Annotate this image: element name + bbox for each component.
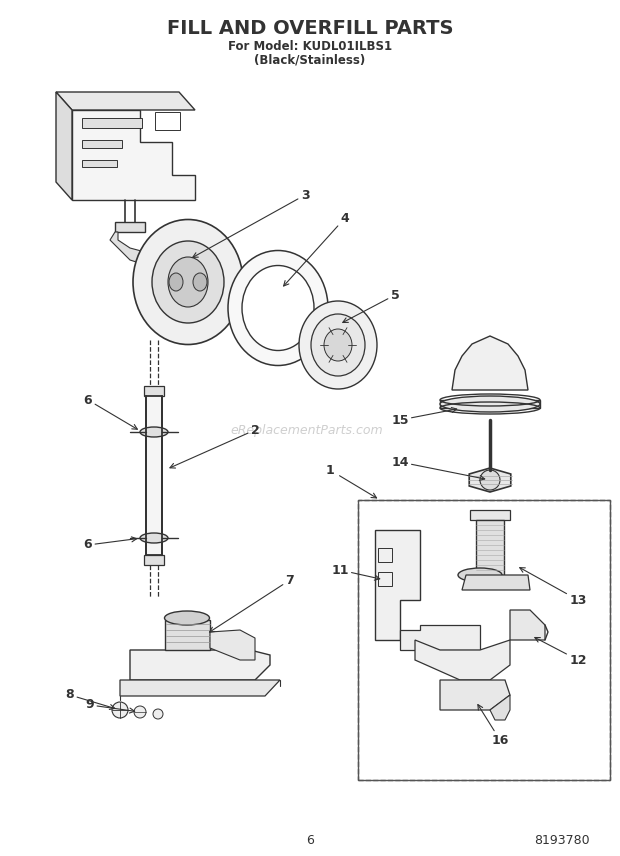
Ellipse shape xyxy=(193,273,207,291)
Polygon shape xyxy=(72,110,195,200)
Text: 16: 16 xyxy=(478,704,508,746)
Ellipse shape xyxy=(140,533,168,543)
Ellipse shape xyxy=(164,611,210,625)
Bar xyxy=(155,112,180,130)
Ellipse shape xyxy=(324,329,352,361)
Polygon shape xyxy=(375,530,420,640)
Polygon shape xyxy=(440,680,510,710)
Ellipse shape xyxy=(133,219,243,344)
Text: 8193780: 8193780 xyxy=(534,834,590,847)
Circle shape xyxy=(153,709,163,719)
Circle shape xyxy=(112,702,128,718)
Text: 13: 13 xyxy=(520,568,587,607)
Text: 5: 5 xyxy=(343,288,399,323)
Polygon shape xyxy=(115,222,145,232)
Bar xyxy=(146,396,162,555)
Bar xyxy=(82,118,142,128)
Polygon shape xyxy=(130,650,270,680)
Text: 6: 6 xyxy=(306,834,314,847)
Text: 11: 11 xyxy=(331,563,379,580)
Polygon shape xyxy=(462,575,530,590)
Ellipse shape xyxy=(458,568,502,582)
Bar xyxy=(378,548,392,562)
Polygon shape xyxy=(165,620,210,650)
Bar xyxy=(358,500,610,780)
Polygon shape xyxy=(415,640,510,680)
Text: 6: 6 xyxy=(84,394,138,429)
Ellipse shape xyxy=(299,301,377,389)
Ellipse shape xyxy=(242,265,314,350)
Text: 15: 15 xyxy=(391,407,457,426)
Text: 3: 3 xyxy=(193,188,309,258)
Text: 8: 8 xyxy=(66,688,115,710)
Circle shape xyxy=(134,706,146,718)
Ellipse shape xyxy=(228,251,328,366)
Text: For Model: KUDL01ILBS1: For Model: KUDL01ILBS1 xyxy=(228,39,392,52)
Bar xyxy=(378,572,392,586)
Text: eReplacementParts.com: eReplacementParts.com xyxy=(230,424,383,437)
Text: 2: 2 xyxy=(170,424,259,468)
Polygon shape xyxy=(452,336,528,390)
Bar xyxy=(144,386,164,396)
Polygon shape xyxy=(400,625,480,650)
Text: 6: 6 xyxy=(84,537,136,551)
Polygon shape xyxy=(56,92,195,110)
Ellipse shape xyxy=(440,396,540,412)
Circle shape xyxy=(480,470,500,490)
Bar xyxy=(82,160,117,167)
Bar xyxy=(82,140,122,148)
Ellipse shape xyxy=(169,273,183,291)
Text: 4: 4 xyxy=(283,211,350,286)
Text: 1: 1 xyxy=(326,463,376,498)
Ellipse shape xyxy=(140,427,168,437)
Ellipse shape xyxy=(311,314,365,376)
Text: 12: 12 xyxy=(535,638,587,667)
Polygon shape xyxy=(469,468,511,492)
Text: 9: 9 xyxy=(86,698,135,713)
Text: (Black/Stainless): (Black/Stainless) xyxy=(254,54,366,67)
Ellipse shape xyxy=(152,241,224,323)
Text: FILL AND OVERFILL PARTS: FILL AND OVERFILL PARTS xyxy=(167,19,453,38)
Polygon shape xyxy=(56,92,72,200)
Polygon shape xyxy=(120,680,280,696)
Text: 7: 7 xyxy=(210,574,294,632)
Text: 14: 14 xyxy=(391,455,485,480)
Polygon shape xyxy=(110,232,185,268)
Polygon shape xyxy=(470,510,510,520)
Ellipse shape xyxy=(168,257,208,307)
Polygon shape xyxy=(510,610,545,640)
Bar xyxy=(144,555,164,565)
Bar xyxy=(358,500,610,780)
Polygon shape xyxy=(210,630,255,660)
Polygon shape xyxy=(440,400,540,408)
Bar xyxy=(476,520,504,575)
Polygon shape xyxy=(490,695,510,720)
